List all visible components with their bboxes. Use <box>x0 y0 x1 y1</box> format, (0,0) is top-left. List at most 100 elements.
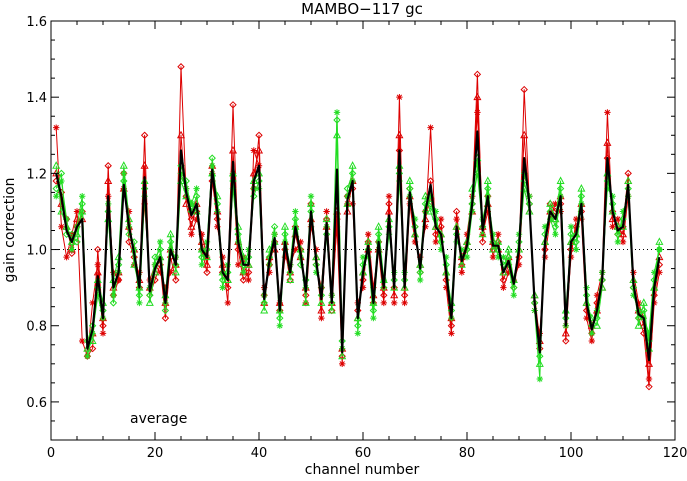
data-point-triangle <box>176 130 186 139</box>
data-point-asterisk <box>209 162 216 169</box>
data-point-asterisk <box>489 253 497 261</box>
data-point-diamond <box>270 222 279 231</box>
data-point-asterisk <box>193 215 200 223</box>
data-point-asterisk <box>323 208 330 215</box>
data-point-triangle <box>639 298 648 306</box>
data-point-triangle <box>286 275 295 284</box>
data-point-diamond <box>166 238 175 246</box>
data-point-diamond <box>551 222 560 231</box>
data-point-asterisk <box>94 261 101 268</box>
data-point-diamond <box>140 131 149 139</box>
data-point-triangle <box>546 199 555 207</box>
data-point-asterisk <box>162 284 169 291</box>
data-point-asterisk <box>120 170 127 177</box>
data-point-triangle <box>322 214 331 223</box>
series-average <box>55 130 661 362</box>
data-point-asterisk <box>318 314 325 322</box>
data-point-triangle <box>384 206 394 215</box>
y-tick-label: 0.8 <box>26 320 47 335</box>
data-point-asterisk <box>63 215 70 223</box>
x-axis: 0 20 40 60 80 100 120 <box>47 21 687 461</box>
data-point-triangle <box>327 305 336 314</box>
data-point-triangle <box>390 283 399 291</box>
data-point-triangle <box>119 161 128 169</box>
data-point-asterisk <box>609 223 616 230</box>
x-tick-label: 20 <box>147 446 164 461</box>
data-point-asterisk <box>604 109 611 116</box>
data-point-triangle <box>332 130 342 139</box>
data-point-asterisk <box>427 124 434 131</box>
data-point-asterisk <box>427 193 434 200</box>
data-point-triangle <box>348 161 357 169</box>
data-point-asterisk <box>219 253 226 261</box>
data-point-asterisk <box>573 246 580 253</box>
data-point-asterisk <box>396 177 403 185</box>
data-point-diamond <box>385 200 393 208</box>
data-point-diamond <box>172 276 180 284</box>
data-point-asterisk <box>110 292 117 299</box>
data-point-diamond <box>624 169 632 178</box>
data-point-asterisk <box>89 299 96 307</box>
data-point-diamond <box>452 207 461 216</box>
data-point-triangle <box>202 260 212 268</box>
data-point-asterisk <box>370 284 377 291</box>
data-point-diamond <box>203 268 211 277</box>
data-point-asterisk <box>614 215 621 223</box>
data-point-asterisk <box>359 284 367 291</box>
data-point-asterisk <box>505 269 512 276</box>
data-point-asterisk <box>443 253 450 261</box>
data-point-triangle <box>457 260 466 268</box>
data-point-asterisk <box>614 238 621 246</box>
data-point-asterisk <box>63 253 70 261</box>
data-point-asterisk <box>411 215 419 223</box>
data-point-diamond <box>250 192 258 200</box>
data-point-diamond <box>473 70 482 79</box>
data-point-asterisk <box>229 185 237 192</box>
data-point-asterisk <box>489 231 497 238</box>
data-point-asterisk <box>656 246 663 253</box>
data-point-triangle <box>374 222 383 230</box>
y-axis-label: gain correction <box>2 177 18 282</box>
data-point-asterisk <box>630 292 637 299</box>
data-point-asterisk <box>417 276 424 284</box>
data-point-asterisk <box>198 231 205 238</box>
data-point-asterisk <box>396 93 403 101</box>
data-point-triangle <box>218 267 227 276</box>
data-point-asterisk <box>157 269 164 276</box>
data-point-asterisk <box>198 261 205 268</box>
data-point-asterisk <box>354 330 361 337</box>
data-point-diamond <box>94 245 102 254</box>
data-point-asterisk <box>635 299 642 307</box>
data-point-asterisk <box>214 223 221 230</box>
data-point-triangle <box>254 145 264 154</box>
data-point-triangle <box>317 298 326 306</box>
data-point-triangle <box>364 237 373 245</box>
data-point-asterisk <box>437 215 445 223</box>
data-point-triangle <box>140 161 149 169</box>
data-point-asterisk <box>495 253 502 261</box>
data-point-asterisk <box>552 231 559 238</box>
data-point-asterisk <box>151 261 159 268</box>
y-tick-label: 1.0 <box>26 244 47 259</box>
data-point-asterisk <box>99 330 107 337</box>
data-point-asterisk <box>619 208 627 215</box>
data-point-asterisk <box>297 238 304 246</box>
data-point-asterisk <box>604 185 611 192</box>
data-point-diamond <box>104 162 112 170</box>
data-point-asterisk <box>292 246 299 253</box>
data-point-diamond <box>484 184 492 193</box>
data-point-diamond <box>239 276 248 284</box>
data-point-triangle <box>634 321 643 329</box>
data-point-asterisk <box>385 231 393 238</box>
data-point-asterisk <box>401 299 408 307</box>
data-point-asterisk <box>68 246 75 253</box>
data-point-asterisk <box>281 253 289 261</box>
data-point-triangle <box>483 176 492 184</box>
data-point-asterisk <box>432 238 439 246</box>
data-point-asterisk <box>593 292 601 299</box>
data-point-triangle <box>145 298 154 306</box>
data-point-asterisk <box>453 215 460 223</box>
data-point-asterisk <box>567 223 575 230</box>
data-point-triangle <box>187 222 196 230</box>
data-point-asterisk <box>443 284 450 291</box>
